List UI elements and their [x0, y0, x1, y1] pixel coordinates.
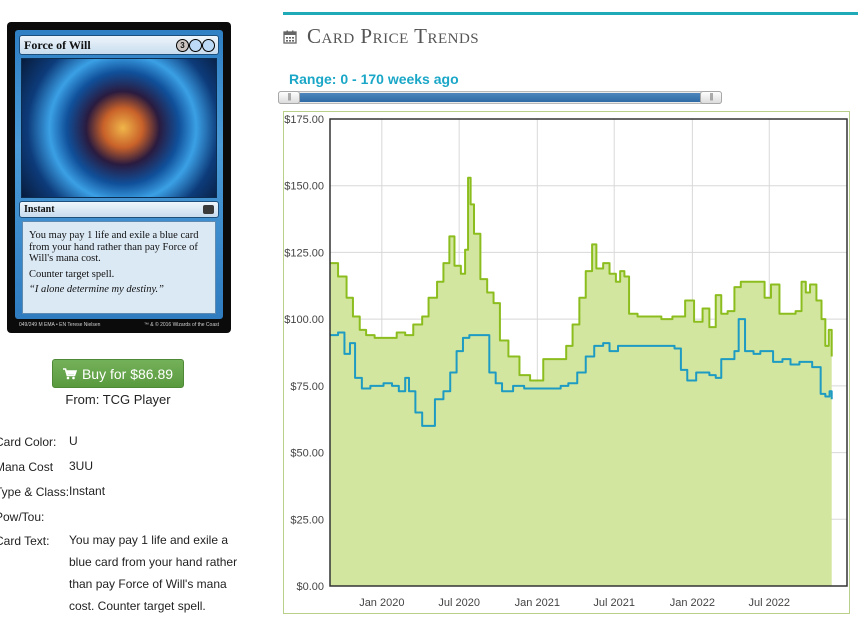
- mana-cost: 3: [177, 39, 214, 51]
- range-slider-fill: [295, 93, 705, 102]
- detail-label: Type & Class:: [0, 485, 70, 499]
- price-chart: $0.00 $25.00 $50.00 $75.00 $100.00 $125.00 $15…: [283, 111, 850, 614]
- card-copyright: ™ & © 2016 Wizards of the Coast: [143, 322, 219, 328]
- card-footer: 049/249 M EMA • EN Terese Nielsen ™ & © …: [19, 320, 219, 330]
- range-handle-end[interactable]: |||: [700, 91, 722, 104]
- section-title: Card Price Trends: [307, 24, 480, 48]
- x-tick-label: Jul 2020: [438, 597, 480, 609]
- detail-label: Card Text:: [0, 534, 50, 548]
- card-rules-text: You may pay 1 life and exile a blue card…: [29, 230, 199, 264]
- range-label: Range: 0 - 170 weeks ago: [289, 71, 459, 87]
- y-tick-label: $100.00: [284, 314, 324, 326]
- card-collector-number: 049/249 M EMA • EN Terese Nielsen: [19, 322, 101, 328]
- card-illustration: [21, 58, 217, 198]
- y-tick-label: $125.00: [284, 247, 324, 259]
- mana-generic-icon: 3: [177, 39, 188, 51]
- set-symbol-icon: [203, 205, 214, 214]
- y-tick-label: $50.00: [290, 448, 324, 460]
- section-header: Card Price Trends: [283, 24, 479, 49]
- y-tick-label: $175.00: [284, 114, 324, 126]
- card-image: Force of Will 3 Instant You may pay 1 li…: [7, 22, 231, 333]
- card-frame: Force of Will 3 Instant You may pay 1 li…: [15, 30, 223, 319]
- price-line-high: [330, 176, 833, 382]
- detail-value: You may pay 1 life and exile a blue card…: [69, 533, 238, 613]
- detail-value: U: [69, 434, 78, 448]
- range-handle-start[interactable]: |||: [278, 91, 300, 104]
- mana-blue-icon: [203, 39, 214, 51]
- price-line-low: [330, 318, 833, 427]
- card-rules-text-2: Counter target spell.: [29, 268, 115, 280]
- x-tick-label: Jul 2021: [593, 597, 635, 609]
- x-tick-label: Jan 2020: [359, 597, 404, 609]
- x-tick-label: Jul 2022: [748, 597, 790, 609]
- detail-label: Pow/Tou:: [0, 510, 45, 524]
- card-name: Force of Will: [24, 37, 91, 52]
- detail-label: Mana Cost: [0, 460, 54, 474]
- mana-blue-icon: [190, 39, 201, 51]
- buy-source: From: TCG Player: [65, 392, 171, 407]
- y-tick-label: $150.00: [284, 181, 324, 193]
- plot-frame: [329, 118, 848, 587]
- card-type-line: Instant: [24, 204, 55, 215]
- card-flavor-text: “I alone determine my destiny.”: [29, 284, 165, 295]
- y-tick-label: $75.00: [290, 381, 324, 393]
- x-tick-label: Jan 2021: [515, 597, 560, 609]
- detail-value: 3UU: [69, 459, 94, 473]
- card-textbox: You may pay 1 life and exile a blue card…: [22, 221, 216, 314]
- calendar-icon: [283, 30, 297, 44]
- detail-value: Instant: [69, 484, 106, 498]
- cart-icon: [62, 367, 77, 379]
- detail-label: Card Color:: [0, 435, 57, 449]
- y-tick-label: $25.00: [290, 514, 324, 526]
- x-tick-label: Jan 2022: [670, 597, 715, 609]
- buy-button-label: Buy for $86.89: [81, 365, 174, 382]
- card-type-bar: Instant: [19, 201, 219, 218]
- buy-button[interactable]: Buy for $86.89: [52, 359, 184, 388]
- price-chart-svg: $0.00 $25.00 $50.00 $75.00 $100.00 $125.00 $15…: [284, 114, 848, 609]
- range-slider[interactable]: ||| |||: [278, 91, 722, 104]
- price-area-fill: [330, 177, 832, 587]
- y-tick-label: $0.00: [296, 581, 324, 593]
- section-top-rule: [283, 12, 858, 15]
- card-title-bar: Force of Will 3: [19, 35, 219, 55]
